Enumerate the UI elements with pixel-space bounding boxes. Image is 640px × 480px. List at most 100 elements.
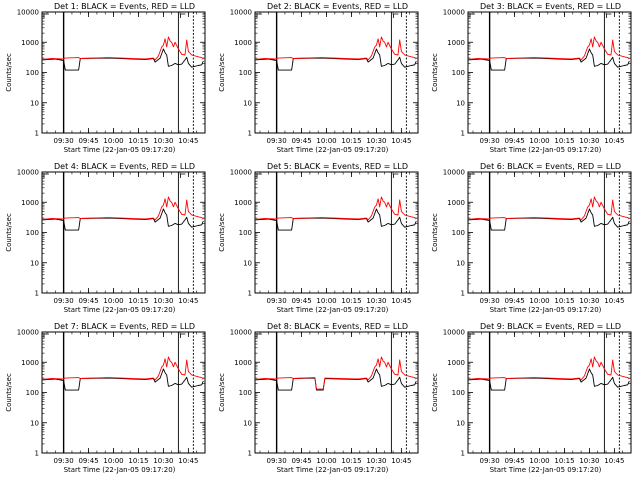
y-tick-label: 10 [456,419,465,427]
lld-series-line [254,356,417,390]
events-series-line [254,368,417,391]
y-tick-label: 10000 [230,9,252,17]
y-tick-label: 1000 [447,359,465,367]
events-series-line [41,48,204,71]
y-tick-label: 1 [248,130,252,138]
panel-det1: 1 10 100 1000 10000 09:30 09:45 10:00 10:15 10:30… [0,0,213,160]
x-tick-label: 10:00 [103,137,123,145]
y-tick-label: 1000 [21,199,39,207]
y-axis-label: Counts/sec [431,373,439,412]
panel-det5: 1 10 100 1000 10000 09:30 09:45 10:00 10:15 10:30… [213,160,426,320]
x-tick-label: 10:00 [103,457,123,465]
events-series-line [467,368,630,391]
x-tick-label: 10:00 [316,457,336,465]
lld-series-line [467,356,630,381]
interval-marker [179,13,186,18]
chart-det6: 1 10 100 1000 10000 09:30 09:45 10:00 10:15 10:30… [431,162,632,314]
x-axis-label: Start Time (22-Jan-05 09:17:20) [490,146,602,154]
y-tick-label: 10000 [443,169,465,177]
x-tick-label: 09:45 [78,457,98,465]
x-tick-label: 10:45 [604,137,624,145]
y-tick-label: 100 [239,229,252,237]
y-axis-label: Counts/sec [5,53,13,92]
x-axis-label: Start Time (22-Jan-05 09:17:20) [64,146,176,154]
x-tick-label: 09:30 [480,297,500,305]
interval-marker [179,173,186,178]
x-tick-label: 10:15 [341,297,361,305]
x-tick-label: 10:15 [128,137,148,145]
x-tick-label: 10:15 [128,457,148,465]
y-axis-label: Counts/sec [218,213,226,252]
x-tick-label: 10:30 [579,297,599,305]
x-tick-label: 10:45 [178,457,198,465]
y-tick-label: 1 [461,130,465,138]
y-tick-label: 100 [26,229,39,237]
events-series-line [254,48,417,71]
x-tick-label: 10:30 [579,137,599,145]
lld-series-line [41,356,204,381]
chart-title: Det 8: BLACK = Events, RED = LLD [267,322,408,331]
y-tick-label: 100 [26,389,39,397]
chart-title: Det 2: BLACK = Events, RED = LLD [267,2,408,11]
x-tick-label: 09:45 [504,137,524,145]
y-axis-label: Counts/sec [218,373,226,412]
x-tick-label: 10:00 [316,137,336,145]
y-tick-label: 100 [452,69,465,77]
x-tick-label: 10:45 [604,297,624,305]
interval-marker [179,333,186,338]
plot-frame [41,331,206,454]
y-tick-label: 10000 [230,329,252,337]
x-tick-label: 10:45 [178,137,198,145]
events-series-line [467,48,630,71]
chart-title: Det 6: BLACK = Events, RED = LLD [480,162,621,171]
start-marker [256,13,262,18]
x-tick-label: 10:00 [529,137,549,145]
lld-series-line [467,196,630,221]
x-axis-label: Start Time (22-Jan-05 09:17:20) [490,466,602,474]
x-tick-label: 09:30 [267,457,287,465]
plot-frame [41,171,206,294]
chart-det4: 1 10 100 1000 10000 09:30 09:45 10:00 10:15 10:30… [5,162,206,314]
y-axis-label: Counts/sec [431,213,439,252]
y-tick-label: 1 [35,130,39,138]
chart-det3: 1 10 100 1000 10000 09:30 09:45 10:00 10:15 10:30… [431,2,632,154]
chart-title: Det 3: BLACK = Events, RED = LLD [480,2,621,11]
events-series-line [467,208,630,231]
chart-det8: 1 10 100 1000 10000 09:30 09:45 10:00 10:15 10:30… [218,322,419,474]
x-tick-label: 10:45 [391,137,411,145]
x-axis-label: Start Time (22-Jan-05 09:17:20) [277,466,389,474]
y-tick-label: 1 [461,450,465,458]
x-tick-label: 10:45 [178,297,198,305]
events-series-line [41,368,204,391]
start-marker [469,333,475,338]
y-tick-label: 1000 [234,39,252,47]
start-marker [256,173,262,178]
y-tick-label: 1 [35,450,39,458]
y-tick-label: 10 [30,99,39,107]
chart-det7: 1 10 100 1000 10000 09:30 09:45 10:00 10:15 10:30… [5,322,206,474]
start-marker [43,333,49,338]
y-tick-label: 1000 [21,359,39,367]
y-tick-label: 1000 [447,39,465,47]
start-marker [469,13,475,18]
y-tick-label: 10000 [17,329,39,337]
plot-frame [41,11,206,134]
x-tick-label: 10:15 [554,137,574,145]
plot-frame [254,171,419,294]
y-tick-label: 10 [243,419,252,427]
x-tick-label: 10:30 [153,137,173,145]
start-marker [469,173,475,178]
plot-frame [467,331,632,454]
y-tick-label: 1 [248,450,252,458]
panel-det9: 1 10 100 1000 10000 09:30 09:45 10:00 10:15 10:30… [426,320,639,480]
panel-det6: 1 10 100 1000 10000 09:30 09:45 10:00 10:15 10:30… [426,160,639,320]
chart-title: Det 4: BLACK = Events, RED = LLD [54,162,195,171]
x-tick-label: 09:30 [54,137,74,145]
start-marker [43,13,49,18]
y-tick-label: 100 [239,69,252,77]
y-tick-label: 1 [461,290,465,298]
x-tick-label: 09:30 [480,457,500,465]
y-tick-label: 1000 [234,359,252,367]
y-tick-label: 1000 [234,199,252,207]
